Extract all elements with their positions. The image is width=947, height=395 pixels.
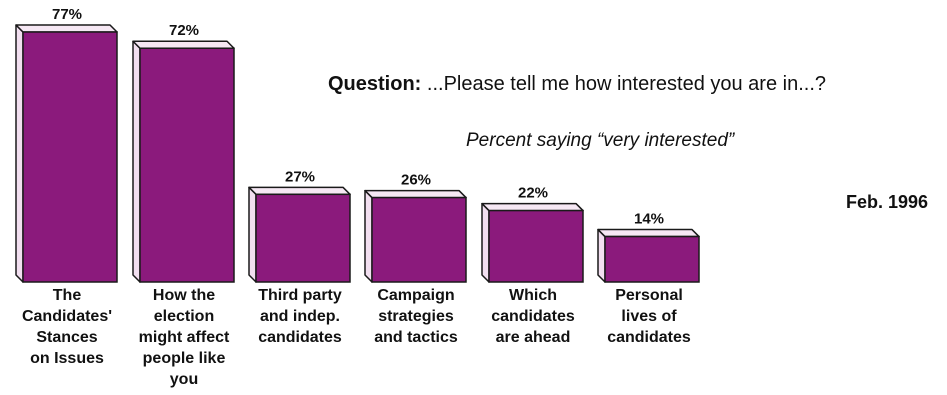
bar: [371, 196, 467, 283]
category-label-line: Third party: [258, 287, 342, 304]
bar-side: [364, 189, 373, 283]
category-label-line: strategies: [378, 308, 454, 325]
bar: [255, 193, 351, 283]
category-label-line: candidates: [258, 329, 342, 346]
data-label: 22%: [518, 185, 548, 202]
category-label-line: might affect: [138, 329, 230, 346]
bar: [488, 209, 584, 283]
category-label-line: The: [52, 287, 82, 304]
question-text: Question: ...Please tell me how interest…: [328, 73, 938, 96]
bar-side: [15, 24, 24, 283]
category-label-line: Which: [509, 287, 557, 304]
data-label: 26%: [401, 172, 431, 189]
category-label-line: candidates: [607, 329, 691, 346]
category-label: Personal lives of candidates: [589, 285, 709, 348]
bar-side: [132, 40, 141, 283]
category-label: Third party and indep. candidates: [240, 285, 360, 348]
category-label-line: Candidates': [21, 308, 113, 325]
data-label: 14%: [634, 211, 664, 228]
question-label: Question:: [328, 73, 422, 95]
category-label-line: and tactics: [374, 329, 458, 346]
category-label: The Candidates' Stances on Issues: [7, 285, 127, 369]
category-label: How the election might affect people like yo…: [124, 285, 244, 390]
category-label-line: on Issues: [30, 350, 104, 367]
bar-side: [481, 202, 490, 283]
bar-top: [248, 186, 351, 196]
category-label-line: people like: [142, 350, 226, 367]
category-label-line: How the: [152, 287, 216, 304]
data-label: 27%: [285, 168, 315, 185]
bar-top: [15, 24, 118, 33]
bar: [22, 31, 118, 283]
bar-side: [597, 228, 606, 283]
category-label-line: election: [153, 308, 215, 325]
category-label-line: and indep.: [260, 308, 340, 325]
chart-subtitle: Percent saying “very interested”: [466, 130, 735, 151]
bar-top: [132, 40, 235, 49]
data-label: 77%: [52, 6, 82, 23]
category-label-line: lives of: [621, 308, 677, 325]
category-label-line: Personal: [615, 287, 683, 304]
bar: [604, 235, 700, 283]
date-label: Feb. 1996: [846, 192, 929, 212]
category-label-line: are ahead: [495, 329, 571, 346]
bar: [139, 47, 235, 283]
category-label-line: candidates: [491, 308, 575, 325]
question-body: ...Please tell me how interested you are…: [421, 73, 827, 95]
category-label-line: Campaign: [377, 287, 455, 304]
category-label: Which candidates are ahead: [473, 285, 593, 348]
category-label-line: Stances: [36, 329, 98, 346]
bar-side: [248, 186, 257, 283]
bar-top: [364, 189, 467, 199]
bar-top: [597, 228, 700, 238]
category-label: Campaign strategies and tactics: [356, 285, 476, 348]
bar-top: [481, 202, 584, 212]
data-label: 72%: [169, 22, 199, 39]
category-label-line: you: [169, 371, 199, 388]
